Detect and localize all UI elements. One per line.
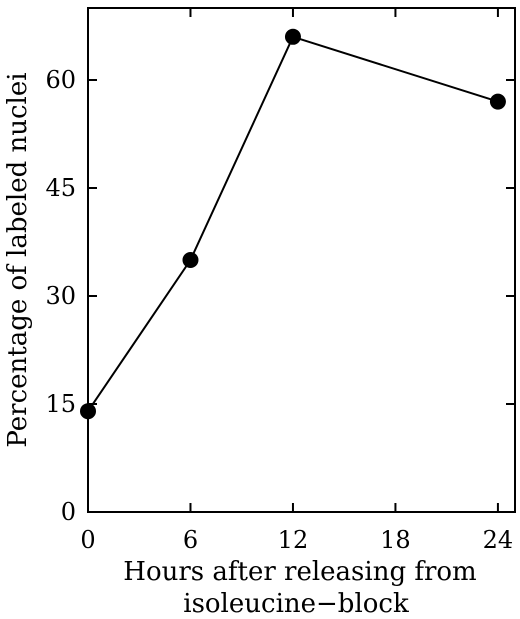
x-tick-label-18: 18: [380, 526, 411, 554]
y-tick-label-30: 30: [45, 282, 76, 310]
data-point-x12: [284, 28, 301, 45]
series: [80, 28, 506, 420]
x-tick-label-6: 6: [183, 526, 198, 554]
y-tick-label-60: 60: [45, 66, 76, 94]
data-point-x0: [80, 403, 96, 420]
y-axis-label: Percentage of labeled nuclei: [3, 72, 33, 447]
y-tick-label-45: 45: [45, 174, 76, 202]
data-point-x24: [489, 93, 506, 110]
x-axis-label-line-1: Hours after releasing from: [123, 557, 476, 587]
x-tick-label-24: 24: [483, 526, 514, 554]
y-tick-label-0: 0: [61, 498, 76, 526]
data-point-x6: [182, 252, 199, 268]
x-tick-label-0: 0: [80, 526, 95, 554]
y-tick-label-15: 15: [45, 390, 76, 418]
x-tick-label-12: 12: [278, 526, 309, 554]
plot-frame: [87, 7, 516, 513]
x-axis-label-line-2: isoleucine−block: [183, 589, 409, 619]
series-line-0: [87, 35, 499, 412]
ticks: 0 15 30 45 60 0 6 12 18 24: [45, 8, 515, 554]
